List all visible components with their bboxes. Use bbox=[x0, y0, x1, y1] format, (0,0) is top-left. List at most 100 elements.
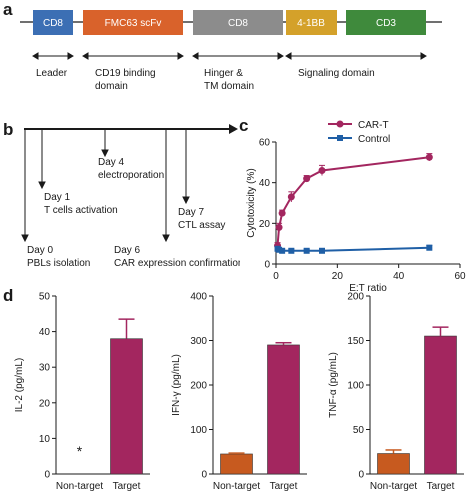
legend-marker-control bbox=[337, 135, 343, 141]
segment-cd3: CD3 bbox=[346, 10, 426, 35]
domain-label-signaling: Signaling domain bbox=[298, 68, 375, 79]
segment-hinge: CD8 bbox=[193, 10, 283, 35]
legend-marker-car-t bbox=[336, 120, 344, 128]
x-tick-label: 60 bbox=[454, 271, 466, 282]
x-tick-label: Non-target bbox=[213, 481, 260, 492]
timeline-day7-desc: CTL assay bbox=[178, 220, 225, 231]
y-tick-label: 0 bbox=[264, 260, 270, 271]
segment-leader-label: CD8 bbox=[43, 18, 63, 29]
il2-bar-chart: 0 10 20 30 40 50 IL-2 (pg/mL) Non-target Target * bbox=[14, 292, 150, 492]
y-tick-label: 200 bbox=[190, 381, 207, 392]
timeline-tick-day1 bbox=[38, 129, 46, 190]
domain-arrow-signaling bbox=[285, 52, 427, 60]
panel-label-b: b bbox=[3, 120, 14, 139]
series-line-control bbox=[276, 246, 430, 252]
y-tick-label: 60 bbox=[259, 138, 271, 149]
data-point-car-t bbox=[287, 193, 295, 201]
timeline-day0-label: Day 0 bbox=[27, 245, 54, 256]
timeline-day1-label: Day 1 bbox=[44, 192, 71, 203]
car-construct-diagram: CD8 FMC63 scFv CD8 4-1BB CD3 Leader CD19… bbox=[20, 10, 442, 92]
y-tick-label: 150 bbox=[347, 336, 364, 347]
timeline-day6-desc: CAR expression confirmation bbox=[114, 258, 240, 269]
timeline-day4-label: Day 4 bbox=[98, 157, 125, 168]
legend-label-car-t: CAR-T bbox=[358, 120, 389, 131]
domain-arrow-binding bbox=[82, 52, 184, 60]
y-tick-label: 10 bbox=[39, 434, 51, 445]
timeline-day0-desc: PBLs isolation bbox=[27, 258, 90, 269]
x-tick-label: 20 bbox=[332, 271, 344, 282]
data-point-control bbox=[288, 247, 295, 254]
y-tick-label: 40 bbox=[39, 327, 51, 338]
timeline-tick-day6 bbox=[162, 129, 170, 243]
x-tick-label: Non-target bbox=[56, 481, 103, 492]
x-tick-label: Target bbox=[113, 481, 141, 492]
y-tick-label: 0 bbox=[201, 470, 207, 481]
data-point-car-t bbox=[275, 223, 283, 231]
timeline-tick-day4 bbox=[101, 129, 109, 158]
bar-tnfa-non-target bbox=[377, 453, 410, 475]
domain-label-hinge-2: TM domain bbox=[204, 81, 254, 92]
cytotoxicity-chart: 0 20 40 60 0 20 40 60 E:T ratio Cytotoxicity (%) C… bbox=[246, 120, 466, 291]
data-point-car-t bbox=[278, 209, 286, 217]
timeline-tick-day0 bbox=[21, 129, 29, 243]
segment-scfv: FMC63 scFv bbox=[83, 10, 183, 35]
domain-label-binding-1: CD19 binding bbox=[95, 68, 156, 79]
data-point-control bbox=[426, 244, 433, 251]
data-point-car-t bbox=[425, 153, 433, 161]
y-tick-label: 200 bbox=[347, 292, 364, 303]
domain-arrow-leader bbox=[32, 52, 74, 60]
y-tick-label: 50 bbox=[39, 292, 51, 303]
timeline-day7-label: Day 7 bbox=[178, 207, 205, 218]
bar-il2-target bbox=[110, 338, 143, 475]
segment-leader: CD8 bbox=[33, 10, 73, 35]
domain-label-hinge-1: Hinger & bbox=[204, 68, 243, 79]
y-tick-label: 0 bbox=[358, 470, 364, 481]
bar-ifng-target bbox=[267, 344, 300, 475]
timeline-day4-desc: electroporation bbox=[98, 170, 164, 181]
x-tick-label: Target bbox=[270, 481, 298, 492]
legend-label-control: Control bbox=[358, 134, 390, 145]
data-point-car-t bbox=[303, 175, 311, 183]
y-axis-title: Cytotoxicity (%) bbox=[246, 168, 257, 237]
segment-hinge-label: CD8 bbox=[228, 18, 248, 29]
panel-label-c: c bbox=[239, 116, 249, 135]
series-line-car-t bbox=[276, 156, 430, 246]
panel-label-d: d bbox=[3, 286, 14, 305]
significance-marker: * bbox=[77, 443, 83, 459]
x-tick-label: Non-target bbox=[370, 481, 417, 492]
y-tick-label: 300 bbox=[190, 336, 207, 347]
segment-scfv-label: FMC63 scFv bbox=[105, 18, 162, 29]
tnfa-bar-chart: 0 50 100 150 200 TNF-α (pg/mL) Non-target Targe… bbox=[328, 292, 464, 492]
y-tick-label: 30 bbox=[39, 363, 51, 374]
y-tick-label: 20 bbox=[259, 219, 271, 230]
bar-tnfa-target bbox=[424, 335, 457, 475]
bar-ifng-non-target bbox=[220, 453, 253, 475]
data-point-control bbox=[276, 246, 283, 253]
x-tick-label: Target bbox=[427, 481, 455, 492]
segment-41bb-label: 4-1BB bbox=[297, 18, 325, 29]
timeline-tick-day7 bbox=[182, 129, 190, 205]
data-point-car-t bbox=[318, 166, 326, 174]
y-axis-title: TNF-α (pg/mL) bbox=[328, 352, 339, 418]
panel-label-a: a bbox=[3, 0, 13, 19]
x-axis-title: E:T ratio bbox=[349, 283, 387, 291]
y-axis-title: IL-2 (pg/mL) bbox=[14, 358, 25, 412]
timeline-day1-desc: T cells activation bbox=[44, 205, 118, 216]
domain-label-binding-2: domain bbox=[95, 81, 128, 92]
y-axis-title: IFN-γ (pg/mL) bbox=[171, 354, 182, 416]
x-tick-label: 40 bbox=[393, 271, 405, 282]
data-point-control bbox=[303, 247, 310, 254]
y-tick-label: 100 bbox=[347, 381, 364, 392]
segment-cd3-label: CD3 bbox=[376, 18, 396, 29]
y-tick-label: 100 bbox=[190, 425, 207, 436]
y-tick-label: 20 bbox=[39, 398, 51, 409]
y-tick-label: 40 bbox=[259, 178, 271, 189]
domain-label-leader: Leader bbox=[36, 68, 68, 79]
y-tick-label: 50 bbox=[353, 425, 365, 436]
ifng-bar-chart: 0 100 200 300 400 IFN-γ (pg/mL) Non-target Targ… bbox=[171, 292, 307, 492]
experiment-timeline: Day 0 PBLs isolation Day 1 T cells activ… bbox=[21, 124, 240, 269]
y-tick-label: 0 bbox=[44, 470, 50, 481]
y-tick-label: 400 bbox=[190, 292, 207, 303]
timeline-day6-label: Day 6 bbox=[114, 245, 141, 256]
segment-41bb: 4-1BB bbox=[286, 10, 337, 35]
